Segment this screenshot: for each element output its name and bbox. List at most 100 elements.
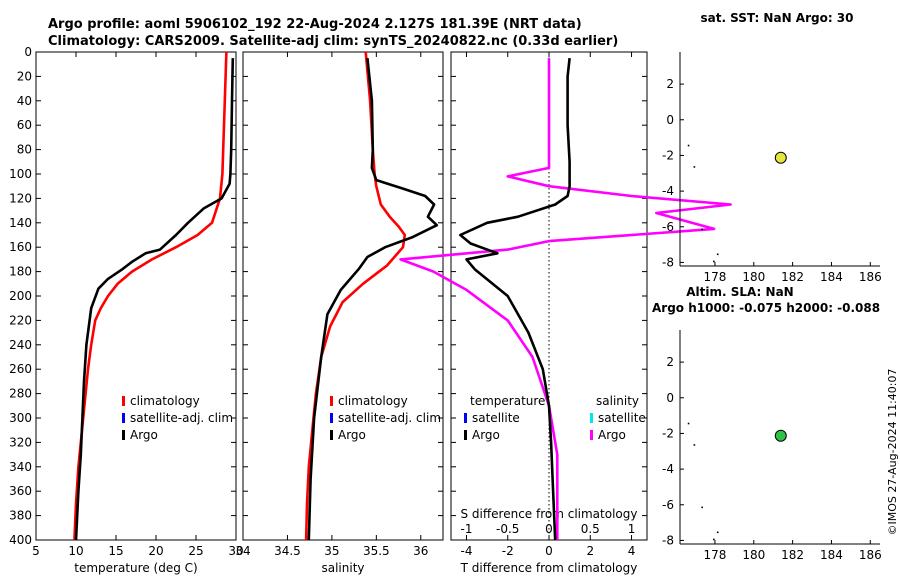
- difference-xtick-label: 0: [545, 544, 553, 558]
- difference-top-tick-label: -0.5: [496, 522, 519, 536]
- sla-map-xtick-label: 180: [742, 548, 765, 562]
- temperature-ytick-label: 220: [9, 313, 32, 327]
- difference-legend-s-title: salinity: [596, 394, 639, 408]
- sla-map-xtick-label: 184: [820, 548, 843, 562]
- sst-map-xtick-label: 182: [781, 270, 804, 284]
- temperature-ytick-label: 400: [9, 533, 32, 547]
- sst-map-xtick-label: 184: [820, 270, 843, 284]
- difference-t-legend-label: satellite: [472, 411, 520, 425]
- sst-map-land-speck: [713, 260, 715, 263]
- sla-title2: Argo h1000: -0.075 h2000: -0.088: [652, 301, 880, 315]
- sst-map-land-speck: [693, 166, 696, 168]
- difference-xtick-label: 2: [586, 544, 594, 558]
- salinity-legend-label: satellite-adj. clim: [338, 411, 441, 425]
- temperature-xtick-label: 30: [228, 544, 243, 558]
- sst-map-ytick-label: -6: [662, 220, 674, 234]
- sla-map-xtick-label: 186: [859, 548, 882, 562]
- sla-map-land-speck: [693, 444, 696, 446]
- temperature-ytick-label: 20: [17, 69, 32, 83]
- difference-xlabel: T difference from climatology: [460, 561, 638, 575]
- temperature-ytick-label: 80: [17, 143, 32, 157]
- sla-map-land-speck: [687, 422, 690, 425]
- salinity-xtick-label: 36: [413, 544, 428, 558]
- salinity-legend-swatch: [330, 396, 333, 406]
- difference-s-legend-swatch: [590, 413, 593, 423]
- sla-map-ytick-label: -8: [662, 533, 674, 547]
- temperature-ytick-label: 240: [9, 338, 32, 352]
- difference-s-legend-label: satellite: [598, 411, 646, 425]
- temperature-ytick-label: 140: [9, 216, 32, 230]
- difference-xtick-label: -4: [460, 544, 472, 558]
- temperature-ytick-label: 360: [9, 484, 32, 498]
- sla-map-ytick-label: -4: [662, 462, 674, 476]
- salinity-legend-label: climatology: [338, 394, 408, 408]
- salinity-legend-label: Argo: [338, 428, 366, 442]
- salinity-legend-swatch: [330, 430, 333, 440]
- salinity-panel-frame: [242, 51, 444, 541]
- salinity-xtick-label: 34: [235, 544, 250, 558]
- temperature-ytick-label: 340: [9, 460, 32, 474]
- difference-xtick-label: -2: [502, 544, 514, 558]
- difference-legend-t-title: temperature: [470, 394, 545, 408]
- temperature-xtick-label: 15: [108, 544, 123, 558]
- temperature-ytick-label: 0: [24, 45, 32, 59]
- temperature-argo-line: [74, 58, 235, 541]
- difference-t-legend-swatch: [464, 413, 467, 423]
- sst-map-land-speck: [701, 228, 703, 231]
- title-line1: Argo profile: aoml 5906102_192 22-Aug-20…: [48, 17, 582, 32]
- salinity-legend-swatch: [330, 413, 333, 423]
- sla-map-ytick-label: -6: [662, 498, 674, 512]
- sla-map-xtick-label: 178: [703, 548, 726, 562]
- temperature-panel-frame: [35, 51, 237, 541]
- sla-map-land-speck: [713, 538, 715, 541]
- temperature-ytick-label: 100: [9, 167, 32, 181]
- temperature-legend-label: satellite-adj. clim: [130, 411, 233, 425]
- sla-map-land-speck: [701, 506, 703, 509]
- difference-top-tick-label: -1: [460, 522, 472, 536]
- sst-title: sat. SST: NaN Argo: 30: [700, 11, 853, 25]
- sst-map-land-speck: [687, 144, 690, 147]
- temperature-legend-label: climatology: [130, 394, 200, 408]
- difference-t-legend-label: Argo: [472, 428, 500, 442]
- sst-map-ytick-label: -4: [662, 184, 674, 198]
- difference-top-label: S difference from climatology: [461, 507, 638, 521]
- salinity-xtick-label: 35: [324, 544, 339, 558]
- sla-map-xtick-label: 182: [781, 548, 804, 562]
- difference-t-legend-swatch: [464, 430, 467, 440]
- temperature-xtick-label: 5: [32, 544, 40, 558]
- salinity-argo-line: [307, 57, 439, 541]
- difference-s-legend-label: Argo: [598, 428, 626, 442]
- temperature-xlabel: temperature (deg C): [74, 561, 197, 575]
- salinity-xtick-label: 34.5: [274, 544, 301, 558]
- difference-top-tick-label: 0.5: [581, 522, 600, 536]
- sla-map-ytick-label: -2: [662, 426, 674, 440]
- temperature-climatology-line: [73, 51, 228, 541]
- temperature-legend-swatch: [122, 413, 125, 423]
- salinity-xtick-label: 35.5: [363, 544, 390, 558]
- temperature-legend-swatch: [122, 396, 125, 406]
- temperature-ytick-label: 120: [9, 191, 32, 205]
- temperature-ytick-label: 40: [17, 94, 32, 108]
- sla-title1: Altim. SLA: NaN: [686, 285, 793, 299]
- salinity-climatology-line: [304, 51, 407, 541]
- sla-map-ytick-label: 2: [666, 355, 674, 369]
- difference-xtick-label: 4: [628, 544, 636, 558]
- temperature-xtick-label: 25: [188, 544, 203, 558]
- temperature-ytick-label: 160: [9, 240, 32, 254]
- imos-credit: ©IMOS 27-Aug-2024 11:40:07: [886, 369, 899, 536]
- temperature-ytick-label: 260: [9, 362, 32, 376]
- temperature-ytick-label: 320: [9, 435, 32, 449]
- sst-map-xtick-label: 178: [703, 270, 726, 284]
- temperature-ytick-label: 280: [9, 387, 32, 401]
- temperature-xtick-label: 20: [148, 544, 163, 558]
- difference-temperature-argo-line: [458, 57, 571, 541]
- sst-map-ytick-label: -2: [662, 148, 674, 162]
- title-line2: Climatology: CARS2009. Satellite-adj cli…: [48, 34, 618, 49]
- sst-map-land-speck: [716, 253, 719, 256]
- difference-s-legend-swatch: [590, 430, 593, 440]
- sst-map-xtick-label: 186: [859, 270, 882, 284]
- temperature-xtick-label: 10: [68, 544, 83, 558]
- temperature-legend-swatch: [122, 430, 125, 440]
- temperature-ytick-label: 380: [9, 509, 32, 523]
